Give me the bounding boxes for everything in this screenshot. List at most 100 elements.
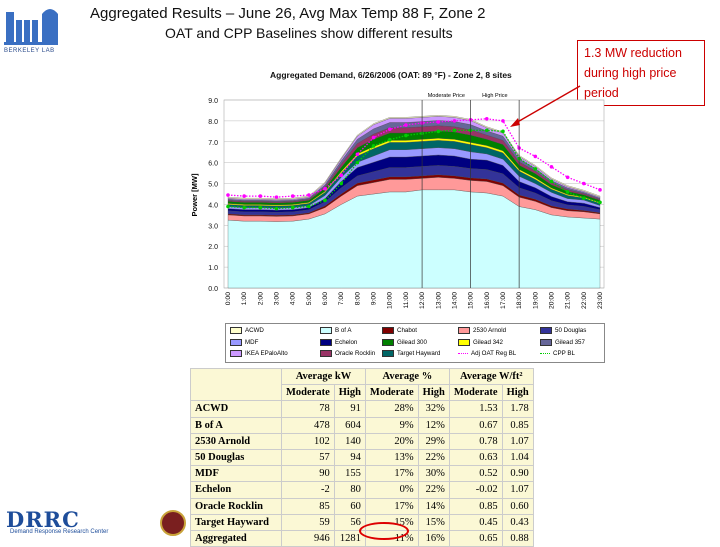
table-cell: 102 xyxy=(281,432,335,450)
table-cell: 0.88 xyxy=(501,529,534,547)
area-series xyxy=(227,177,601,222)
legend-swatch xyxy=(458,338,470,346)
baseline-point xyxy=(517,146,521,150)
legend-label: B of A xyxy=(335,327,352,334)
area-series xyxy=(227,189,601,289)
sub-header: Moderate xyxy=(364,384,419,402)
baseline-point xyxy=(565,190,570,194)
table-cell: 90 xyxy=(281,465,335,483)
table-cell: 22% xyxy=(417,481,450,499)
x-tick-label: 19:00 xyxy=(532,292,539,309)
moderate-price-label: Moderate Price xyxy=(428,93,465,99)
table-cell: 478 xyxy=(281,416,335,434)
x-tick-label: 10:00 xyxy=(387,292,394,309)
baseline-point xyxy=(387,137,392,142)
baseline-point xyxy=(582,196,586,200)
table-cell: 13% xyxy=(364,448,419,467)
legend-swatch xyxy=(458,353,468,354)
seal-icon xyxy=(160,510,186,536)
results-table: Average kW Average % Average W/ft² Moder… xyxy=(190,367,534,547)
table-cell: -0.02 xyxy=(448,481,503,499)
legend-swatch xyxy=(230,327,242,334)
x-tick-label: 12:00 xyxy=(419,292,426,309)
x-tick-label: 17:00 xyxy=(500,292,507,309)
baseline-point xyxy=(339,181,344,186)
y-tick-label: 9.0 xyxy=(208,98,218,105)
y-axis-label: Power [MW] xyxy=(190,173,199,216)
table-row: Target Hayward 59 56 15% 15% 0.45 0.43 xyxy=(190,513,534,531)
x-tick-label: 6:00 xyxy=(322,292,329,305)
legend-label: Gilead 300 xyxy=(397,338,427,346)
area-series xyxy=(227,120,601,202)
table-cell: 59 xyxy=(281,513,335,531)
legend-item: CPP BL xyxy=(540,350,575,357)
baseline-point xyxy=(307,193,311,197)
table-cell: 0.78 xyxy=(448,432,503,450)
group-header-avg-kw: Average kW xyxy=(281,367,366,386)
x-tick-label: 2:00 xyxy=(257,292,264,305)
y-tick-label: 3.0 xyxy=(208,223,218,230)
group-header-avg-wft2: Average W/ft² xyxy=(448,367,534,386)
area-series xyxy=(227,140,601,209)
baseline-line xyxy=(227,129,601,210)
legend-item: Adj OAT Reg BL xyxy=(458,350,516,357)
y-tick-label: 2.0 xyxy=(208,244,218,251)
legend-swatch xyxy=(320,350,332,357)
table-cell: 22% xyxy=(417,448,450,467)
legend-label: Target Hayward xyxy=(397,350,441,357)
callout-arrowhead xyxy=(510,118,520,127)
x-tick-label: 13:00 xyxy=(435,292,442,309)
table-cell: 15% xyxy=(417,513,450,531)
baseline-point xyxy=(371,144,376,148)
x-tick-label: 3:00 xyxy=(274,292,281,305)
legend-label: Echelon xyxy=(335,338,358,346)
table-cell: 0.90 xyxy=(501,465,534,483)
baseline-point xyxy=(339,173,344,177)
baseline-point xyxy=(258,194,263,198)
chart-legend: ACWD B of A Chabot 2530 Arnold 50 Douglas MDF… xyxy=(225,323,605,363)
legend-item: Chabot xyxy=(382,327,417,334)
berkeley-lab-label: BERKELEY LAB xyxy=(4,48,55,54)
row-name: Target Hayward xyxy=(190,513,282,531)
baseline-point xyxy=(436,120,441,124)
legend-label: Gilead 357 xyxy=(555,338,585,346)
x-tick-label: 22:00 xyxy=(581,292,588,309)
row-name: ACWD xyxy=(190,400,282,418)
x-tick-label: 7:00 xyxy=(338,292,345,305)
table-cell: 140 xyxy=(333,432,366,450)
legend-label: 50 Douglas xyxy=(555,327,587,334)
legend-label: Oracle Rocklin xyxy=(335,350,376,357)
x-tick-label: 8:00 xyxy=(354,292,361,305)
area-series xyxy=(227,147,601,211)
table-cell: 12% xyxy=(417,416,450,434)
legend-item: Target Hayward xyxy=(382,350,440,357)
legend-swatch xyxy=(382,338,394,346)
legend-item: ACWD xyxy=(230,327,264,334)
baseline-point xyxy=(452,119,457,123)
callout-box: 1.3 MW reduction during high price perio… xyxy=(577,40,705,106)
x-tick-label: 5:00 xyxy=(306,292,313,305)
table-cell: 57 xyxy=(281,448,335,467)
area-series xyxy=(227,116,601,201)
table-cell: 0.85 xyxy=(501,416,534,434)
y-tick-label: 4.0 xyxy=(208,202,218,209)
row-name: MDF xyxy=(190,465,282,483)
baseline-point xyxy=(226,204,230,209)
table-row: B of A 478 604 9% 12% 0.67 0.85 xyxy=(190,416,534,434)
table-cell: 946 xyxy=(281,529,335,547)
area-series xyxy=(227,154,601,213)
baseline-point xyxy=(582,181,586,186)
x-tick-label: 21:00 xyxy=(565,292,572,309)
table-cell: 30% xyxy=(417,465,450,483)
y-tick-label: 1.0 xyxy=(208,265,218,272)
row-name: B of A xyxy=(190,416,282,434)
baseline-point xyxy=(226,193,230,197)
legend-item: Gilead 342 xyxy=(458,338,503,346)
legend-swatch xyxy=(540,353,550,354)
baseline-point xyxy=(323,198,327,203)
area-series xyxy=(227,115,601,200)
drrc-logo-subtext: Demand Response Research Center xyxy=(10,529,109,535)
group-header-avg-pct: Average % xyxy=(364,367,450,386)
baseline-point xyxy=(436,129,441,134)
baseline-point xyxy=(242,205,246,210)
